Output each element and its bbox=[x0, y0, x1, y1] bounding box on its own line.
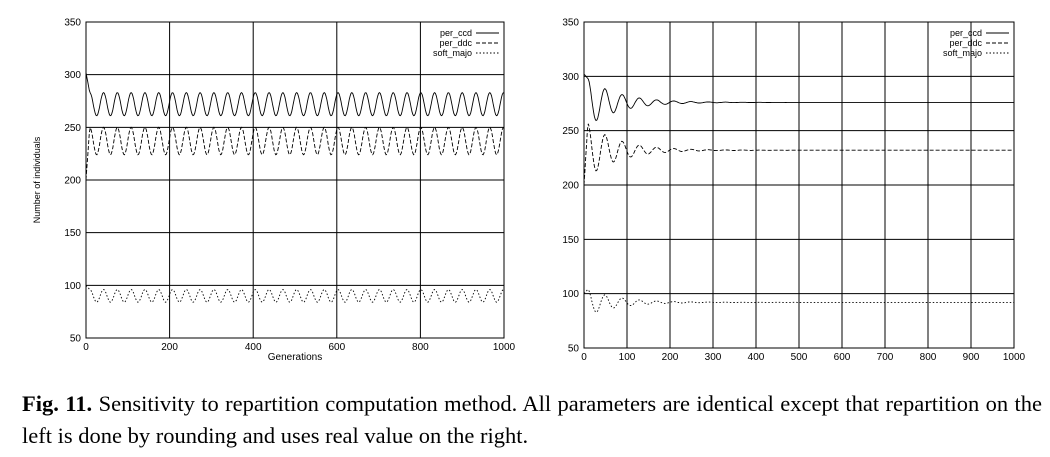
y-tick-label: 200 bbox=[64, 176, 81, 187]
legend-label: per_ddc bbox=[439, 38, 472, 48]
x-tick-label: 400 bbox=[748, 352, 765, 363]
y-tick-label: 150 bbox=[64, 228, 81, 239]
caption-label: Fig. 11. bbox=[22, 391, 93, 416]
x-tick-label: 400 bbox=[245, 342, 262, 353]
x-tick-label: 700 bbox=[877, 352, 894, 363]
series-line-per-ccd bbox=[85, 72, 504, 117]
x-tick-label: 900 bbox=[963, 352, 980, 363]
legend-label: soft_majo bbox=[943, 48, 982, 58]
x-tick-label: 600 bbox=[834, 352, 851, 363]
legend-label: soft_majo bbox=[433, 48, 472, 58]
y-tick-label: 250 bbox=[64, 123, 81, 134]
x-tick-label: 600 bbox=[328, 342, 345, 353]
y-tick-label: 200 bbox=[562, 181, 579, 192]
legend-label: per_ccd bbox=[440, 28, 472, 38]
x-tick-label: 1000 bbox=[1003, 352, 1026, 363]
figure-caption: Fig. 11. Sensitivity to repartition comp… bbox=[22, 388, 1042, 452]
x-tick-label: 500 bbox=[791, 352, 808, 363]
y-tick-label: 350 bbox=[64, 18, 81, 29]
chart-1: 0 200 400 600 800 1000 50 100 150 200 250 300 350 Gen… bbox=[32, 18, 516, 364]
y-tick-label: 100 bbox=[562, 289, 579, 300]
legend-label: per_ddc bbox=[949, 38, 982, 48]
x-tick-label: 800 bbox=[920, 352, 937, 363]
series-line-per-ddc bbox=[85, 125, 504, 181]
y-tick-label: 150 bbox=[562, 235, 579, 246]
y-tick-label: 300 bbox=[64, 70, 81, 81]
x-tick-label: 200 bbox=[161, 342, 178, 353]
series-line-per-ddc bbox=[583, 123, 1014, 186]
y-tick-label: 50 bbox=[70, 334, 82, 345]
series-line-per-ccd bbox=[583, 73, 1014, 122]
x-tick-label: 0 bbox=[83, 342, 89, 353]
x-tick-label: 200 bbox=[662, 352, 679, 363]
y-tick-label: 300 bbox=[562, 72, 579, 83]
x-tick-label: 800 bbox=[412, 342, 429, 353]
figure: 0 200 400 600 800 100050100150200250300350Gen… bbox=[32, 18, 1026, 364]
x-tick-label: 0 bbox=[581, 352, 587, 363]
y-tick-label: 50 bbox=[568, 344, 580, 355]
y-axis-label: Number of individuals bbox=[32, 136, 42, 223]
chart-2: 0 100 200 300 400 500 600 700 800 900 1000 50 100 150… bbox=[562, 18, 1025, 364]
y-tick-label: 100 bbox=[64, 281, 81, 292]
y-tick-label: 350 bbox=[562, 18, 579, 29]
legend-label: per_ccd bbox=[950, 28, 982, 38]
x-axis-label: Generations bbox=[268, 352, 322, 363]
x-tick-label: 300 bbox=[705, 352, 722, 363]
series-line-soft-majo bbox=[85, 285, 504, 303]
y-tick-label: 250 bbox=[562, 126, 579, 137]
x-tick-label: 100 bbox=[619, 352, 636, 363]
x-tick-label: 1000 bbox=[493, 342, 516, 353]
caption-text: Sensitivity to repartition computation m… bbox=[22, 391, 1043, 448]
